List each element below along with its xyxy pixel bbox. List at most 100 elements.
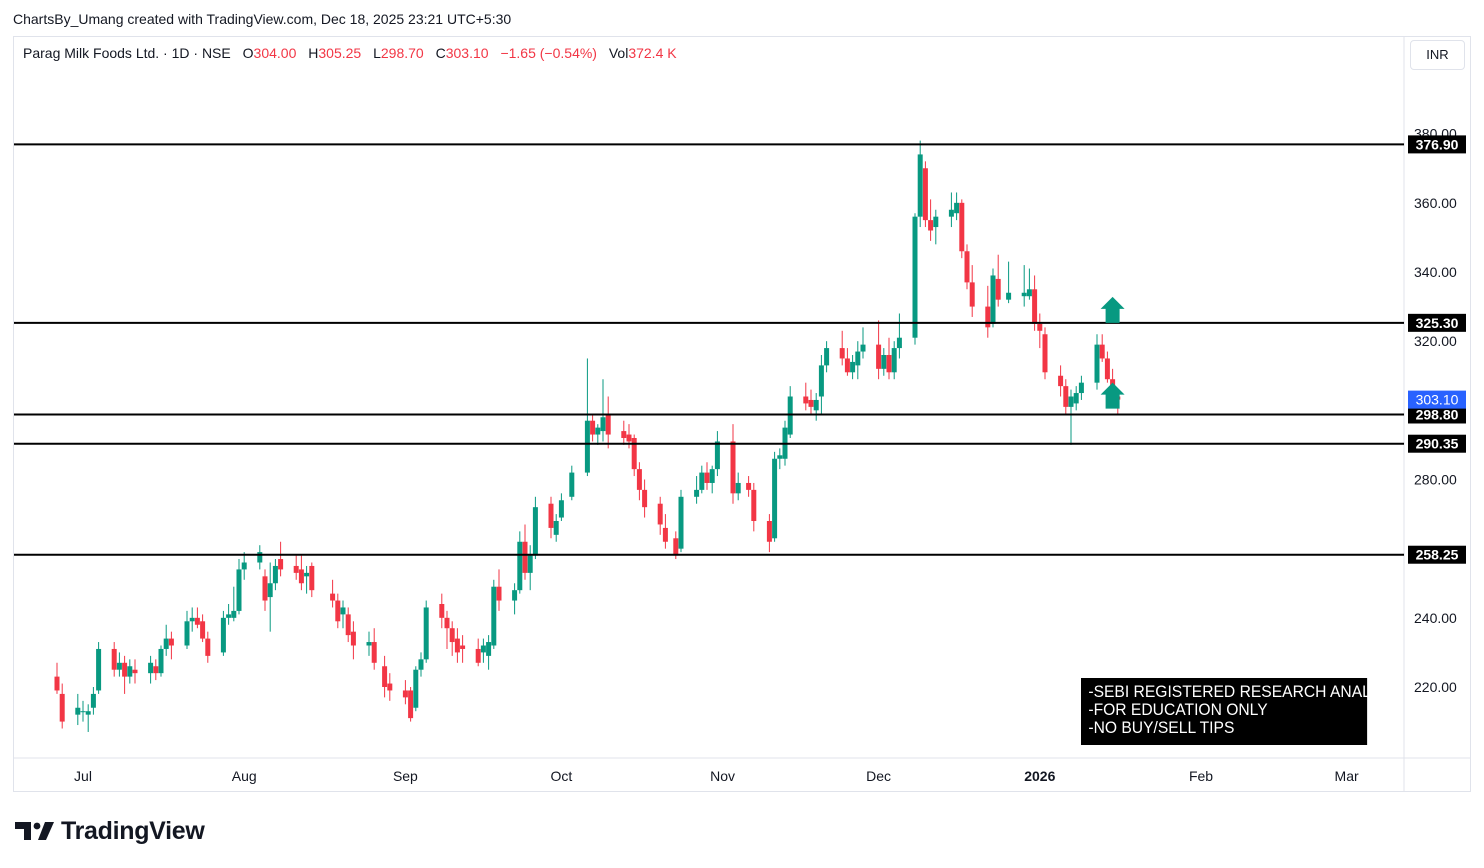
price-tick-label: 320.00 bbox=[1414, 333, 1457, 349]
candle-body bbox=[85, 711, 91, 715]
candle-body bbox=[231, 610, 237, 618]
level-price-tag bbox=[1408, 405, 1466, 424]
candle-body bbox=[964, 251, 970, 283]
candle-body bbox=[922, 168, 928, 221]
time-tick-label: Feb bbox=[1189, 768, 1213, 784]
candle-body bbox=[709, 469, 715, 483]
candle-body bbox=[366, 642, 372, 646]
candle-body bbox=[839, 348, 845, 359]
level-price-tag bbox=[1408, 135, 1466, 154]
time-tick-label: Jul bbox=[74, 768, 92, 784]
candle-body bbox=[54, 676, 60, 691]
time-tick-label: Sep bbox=[393, 768, 418, 784]
candle-body bbox=[860, 344, 866, 352]
candle-body bbox=[1104, 358, 1110, 380]
level-price-tag bbox=[1408, 434, 1466, 453]
candle-body bbox=[626, 434, 632, 442]
brand-name: TradingView bbox=[61, 816, 205, 845]
candle-body bbox=[153, 666, 159, 674]
candle-body bbox=[985, 306, 991, 328]
level-price-label: 325.30 bbox=[1416, 315, 1459, 331]
volume-value: 372.4 K bbox=[628, 45, 677, 61]
candle-body bbox=[933, 216, 939, 228]
candles-layer bbox=[54, 140, 1121, 732]
disclaimer-box: -SEBI REGISTERED RESEARCH ANALYST -FOR E… bbox=[1081, 678, 1400, 745]
candle-body bbox=[532, 507, 538, 556]
candle-body bbox=[558, 500, 564, 518]
candle-body bbox=[548, 503, 554, 528]
up-arrow-icon bbox=[1100, 382, 1125, 409]
levels-layer bbox=[14, 143, 1404, 556]
candle-body bbox=[1058, 375, 1064, 387]
candle-body bbox=[439, 604, 445, 618]
candle-body bbox=[1032, 289, 1038, 324]
candle-body bbox=[803, 396, 809, 404]
candle-body bbox=[912, 216, 918, 338]
time-tick-label: Nov bbox=[710, 768, 735, 784]
low-value: 298.70 bbox=[380, 45, 424, 61]
candle-body bbox=[600, 417, 606, 432]
tradingview-logo[interactable]: TradingView bbox=[15, 816, 205, 846]
arrows-layer bbox=[1100, 296, 1125, 409]
candle-body bbox=[1099, 344, 1105, 359]
candle-body bbox=[512, 590, 518, 601]
close-value: 303.10 bbox=[445, 45, 489, 61]
candle-body bbox=[148, 662, 154, 674]
candle-body bbox=[569, 472, 575, 497]
candle-body bbox=[480, 645, 486, 653]
candle-body bbox=[200, 621, 206, 639]
candle-body bbox=[293, 565, 299, 573]
time-axis: Jul Aug Sep Oct Nov Dec 2026 Feb Mar bbox=[74, 768, 1359, 784]
candle-body bbox=[694, 489, 700, 497]
candle-body bbox=[413, 669, 419, 708]
candle-body bbox=[590, 420, 596, 435]
candle-body bbox=[132, 669, 138, 674]
level-labels-layer: 376.90 325.30 298.80 290.35 258.25 303.10 bbox=[1408, 135, 1466, 564]
candle-body bbox=[954, 202, 960, 214]
price-tick-label: 220.00 bbox=[1414, 679, 1457, 695]
ohlc-legend: Parag Milk Foods Ltd. · 1D · NSE O304.00… bbox=[23, 45, 677, 61]
candle-body bbox=[75, 707, 81, 715]
candle-body bbox=[896, 337, 902, 349]
currency-button[interactable]: INR bbox=[1410, 40, 1465, 70]
candle-body bbox=[777, 455, 783, 459]
candle-body bbox=[642, 489, 648, 508]
candle-body bbox=[59, 693, 65, 722]
candle-body bbox=[959, 202, 965, 252]
candle-body bbox=[226, 614, 232, 618]
candle-body bbox=[496, 586, 502, 601]
volume-label: Vol bbox=[608, 45, 629, 61]
candle-body bbox=[96, 648, 102, 691]
candle-body bbox=[881, 355, 887, 369]
candle-body bbox=[236, 569, 242, 611]
symbol-title[interactable]: Parag Milk Foods Ltd. · 1D · NSE bbox=[23, 45, 231, 61]
candle-body bbox=[855, 351, 861, 366]
candle-body bbox=[735, 482, 741, 494]
candle-body bbox=[475, 648, 481, 663]
candle-body bbox=[876, 344, 882, 369]
candle-body bbox=[454, 638, 460, 653]
disclaimer-line: -NO BUY/SELL TIPS bbox=[1088, 718, 1235, 737]
candle-body bbox=[1078, 382, 1084, 394]
candle-body bbox=[491, 586, 497, 646]
candle-body bbox=[657, 503, 663, 525]
time-tick-label: Aug bbox=[232, 768, 257, 784]
candle-body bbox=[241, 562, 247, 570]
candle-body bbox=[371, 642, 377, 663]
candle-body bbox=[813, 399, 819, 411]
candle-body bbox=[304, 572, 310, 577]
open-value: 304.00 bbox=[253, 45, 297, 61]
candle-body bbox=[418, 659, 424, 670]
candle-body bbox=[636, 469, 642, 490]
candle-body bbox=[486, 642, 492, 656]
time-tick-label: Dec bbox=[866, 768, 891, 784]
chart-frame bbox=[13, 36, 1471, 792]
price-tick-label: 340.00 bbox=[1414, 264, 1457, 280]
candle-body bbox=[886, 355, 892, 373]
candle-body bbox=[1042, 334, 1048, 373]
candle-body bbox=[850, 361, 856, 373]
candle-body bbox=[928, 220, 934, 231]
level-price-label: 376.90 bbox=[1416, 136, 1459, 152]
candle-body bbox=[631, 438, 637, 470]
